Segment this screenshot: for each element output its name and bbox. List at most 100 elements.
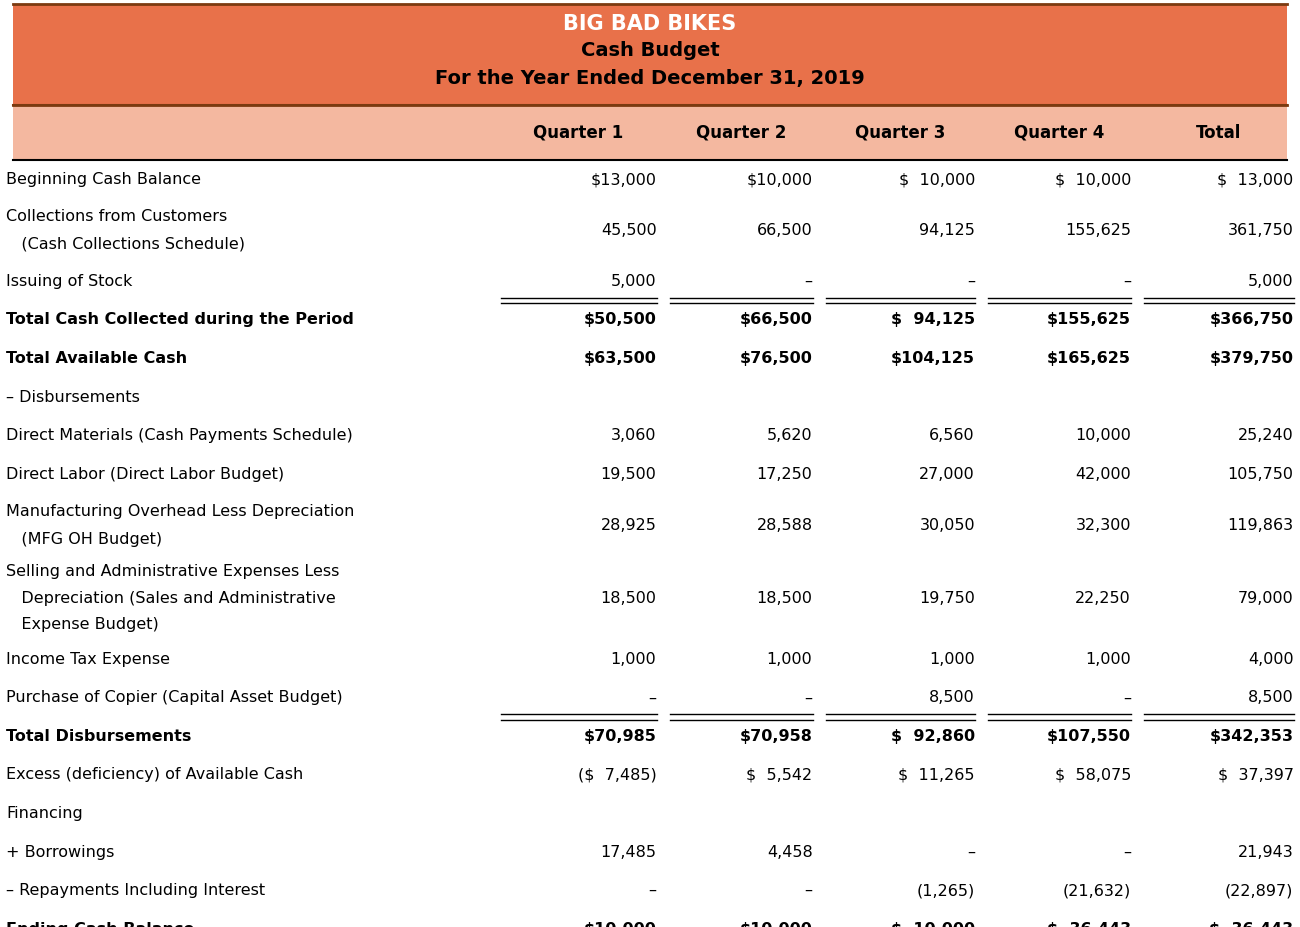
Text: (21,632): (21,632) [1063, 883, 1131, 898]
Text: 105,750: 105,750 [1227, 467, 1294, 482]
Bar [13, 5, 1287, 105]
Text: 155,625: 155,625 [1065, 223, 1131, 238]
Text: Direct Labor (Direct Labor Budget): Direct Labor (Direct Labor Budget) [6, 467, 285, 482]
Text: (Cash Collections Schedule): (Cash Collections Schedule) [6, 237, 246, 252]
Text: $10,000: $10,000 [740, 921, 812, 927]
Text: –: – [649, 691, 656, 705]
Text: 5,000: 5,000 [611, 273, 656, 289]
Text: Issuing of Stock: Issuing of Stock [6, 273, 133, 289]
Text: Cash Budget: Cash Budget [581, 42, 719, 60]
Text: 10,000: 10,000 [1075, 428, 1131, 443]
Text: $155,625: $155,625 [1046, 312, 1131, 327]
Text: Quarter 3: Quarter 3 [855, 124, 945, 142]
Text: $  5,542: $ 5,542 [746, 768, 812, 782]
Text: 21,943: 21,943 [1238, 844, 1294, 859]
Text: 25,240: 25,240 [1238, 428, 1294, 443]
Text: Manufacturing Overhead Less Depreciation: Manufacturing Overhead Less Depreciation [6, 503, 355, 519]
Text: $  58,075: $ 58,075 [1054, 768, 1131, 782]
Text: –: – [805, 691, 812, 705]
Text: 1,000: 1,000 [1086, 652, 1131, 667]
Text: $  36,443: $ 36,443 [1046, 921, 1131, 927]
Text: $  92,860: $ 92,860 [891, 729, 975, 743]
Text: (MFG OH Budget): (MFG OH Budget) [6, 531, 162, 547]
Text: 18,500: 18,500 [757, 590, 812, 606]
Text: $  10,000: $ 10,000 [1054, 172, 1131, 187]
Text: 42,000: 42,000 [1075, 467, 1131, 482]
Text: 17,250: 17,250 [757, 467, 812, 482]
Text: 1,000: 1,000 [930, 652, 975, 667]
Text: 17,485: 17,485 [601, 844, 656, 859]
Text: Ending Cash Balance: Ending Cash Balance [6, 921, 195, 927]
Text: 5,620: 5,620 [767, 428, 812, 443]
Text: – Disbursements: – Disbursements [6, 389, 140, 404]
Text: 22,250: 22,250 [1075, 590, 1131, 606]
Text: Depreciation (Sales and Administrative: Depreciation (Sales and Administrative [6, 590, 337, 606]
Text: 66,500: 66,500 [757, 223, 812, 238]
Text: (22,897): (22,897) [1225, 883, 1294, 898]
Text: 32,300: 32,300 [1075, 517, 1131, 533]
Text: 1,000: 1,000 [767, 652, 812, 667]
Text: –: – [1123, 844, 1131, 859]
Text: 45,500: 45,500 [601, 223, 656, 238]
Text: 19,500: 19,500 [601, 467, 656, 482]
Text: –: – [805, 883, 812, 898]
Text: –: – [967, 844, 975, 859]
Text: $366,750: $366,750 [1209, 312, 1294, 327]
Text: Direct Materials (Cash Payments Schedule): Direct Materials (Cash Payments Schedule… [6, 428, 354, 443]
Text: 119,863: 119,863 [1227, 517, 1294, 533]
Text: $379,750: $379,750 [1209, 351, 1294, 366]
Text: Total Disbursements: Total Disbursements [6, 729, 192, 743]
Text: –: – [1123, 273, 1131, 289]
Text: Purchase of Copier (Capital Asset Budget): Purchase of Copier (Capital Asset Budget… [6, 691, 343, 705]
Text: –: – [1123, 691, 1131, 705]
Text: 8,500: 8,500 [1248, 691, 1294, 705]
Text: $70,985: $70,985 [584, 729, 656, 743]
Text: Beginning Cash Balance: Beginning Cash Balance [6, 172, 202, 187]
Text: 18,500: 18,500 [601, 590, 656, 606]
Text: $  37,397: $ 37,397 [1218, 768, 1294, 782]
Text: (1,265): (1,265) [916, 883, 975, 898]
Text: 8,500: 8,500 [930, 691, 975, 705]
Text: 4,458: 4,458 [767, 844, 812, 859]
Text: Expense Budget): Expense Budget) [6, 617, 159, 632]
Text: 4,000: 4,000 [1248, 652, 1294, 667]
Text: $  36,443: $ 36,443 [1209, 921, 1294, 927]
Text: + Borrowings: + Borrowings [6, 844, 114, 859]
Text: Collections from Customers: Collections from Customers [6, 210, 227, 224]
Text: 361,750: 361,750 [1227, 223, 1294, 238]
Text: $10,000: $10,000 [584, 921, 656, 927]
Text: $  10,000: $ 10,000 [898, 172, 975, 187]
Text: For the Year Ended December 31, 2019: For the Year Ended December 31, 2019 [436, 70, 864, 88]
Text: BIG BAD BIKES: BIG BAD BIKES [563, 14, 737, 33]
Text: –: – [967, 273, 975, 289]
Text: Total Available Cash: Total Available Cash [6, 351, 187, 366]
Text: $  11,265: $ 11,265 [898, 768, 975, 782]
Text: Excess (deficiency) of Available Cash: Excess (deficiency) of Available Cash [6, 768, 304, 782]
Text: $107,550: $107,550 [1046, 729, 1131, 743]
Text: $13,000: $13,000 [590, 172, 656, 187]
Text: 1,000: 1,000 [611, 652, 656, 667]
Text: Quarter 1: Quarter 1 [533, 124, 624, 142]
Text: 28,588: 28,588 [757, 517, 812, 533]
Text: Financing: Financing [6, 806, 83, 821]
Text: – Repayments Including Interest: – Repayments Including Interest [6, 883, 265, 898]
Text: Quarter 2: Quarter 2 [696, 124, 786, 142]
Text: $63,500: $63,500 [584, 351, 656, 366]
Text: $10,000: $10,000 [746, 172, 812, 187]
Text: $104,125: $104,125 [891, 351, 975, 366]
Text: Total: Total [1196, 124, 1242, 142]
Text: –: – [649, 883, 656, 898]
Text: 6,560: 6,560 [930, 428, 975, 443]
Text: Total Cash Collected during the Period: Total Cash Collected during the Period [6, 312, 355, 327]
Text: 19,750: 19,750 [919, 590, 975, 606]
Text: $342,353: $342,353 [1209, 729, 1294, 743]
Text: $165,625: $165,625 [1046, 351, 1131, 366]
Text: 3,060: 3,060 [611, 428, 656, 443]
Text: $  94,125: $ 94,125 [891, 312, 975, 327]
Text: Selling and Administrative Expenses Less: Selling and Administrative Expenses Less [6, 565, 339, 579]
Text: Quarter 4: Quarter 4 [1014, 124, 1105, 142]
Text: 5,000: 5,000 [1248, 273, 1294, 289]
Text: $  13,000: $ 13,000 [1217, 172, 1294, 187]
Text: 30,050: 30,050 [919, 517, 975, 533]
Text: $66,500: $66,500 [740, 312, 812, 327]
